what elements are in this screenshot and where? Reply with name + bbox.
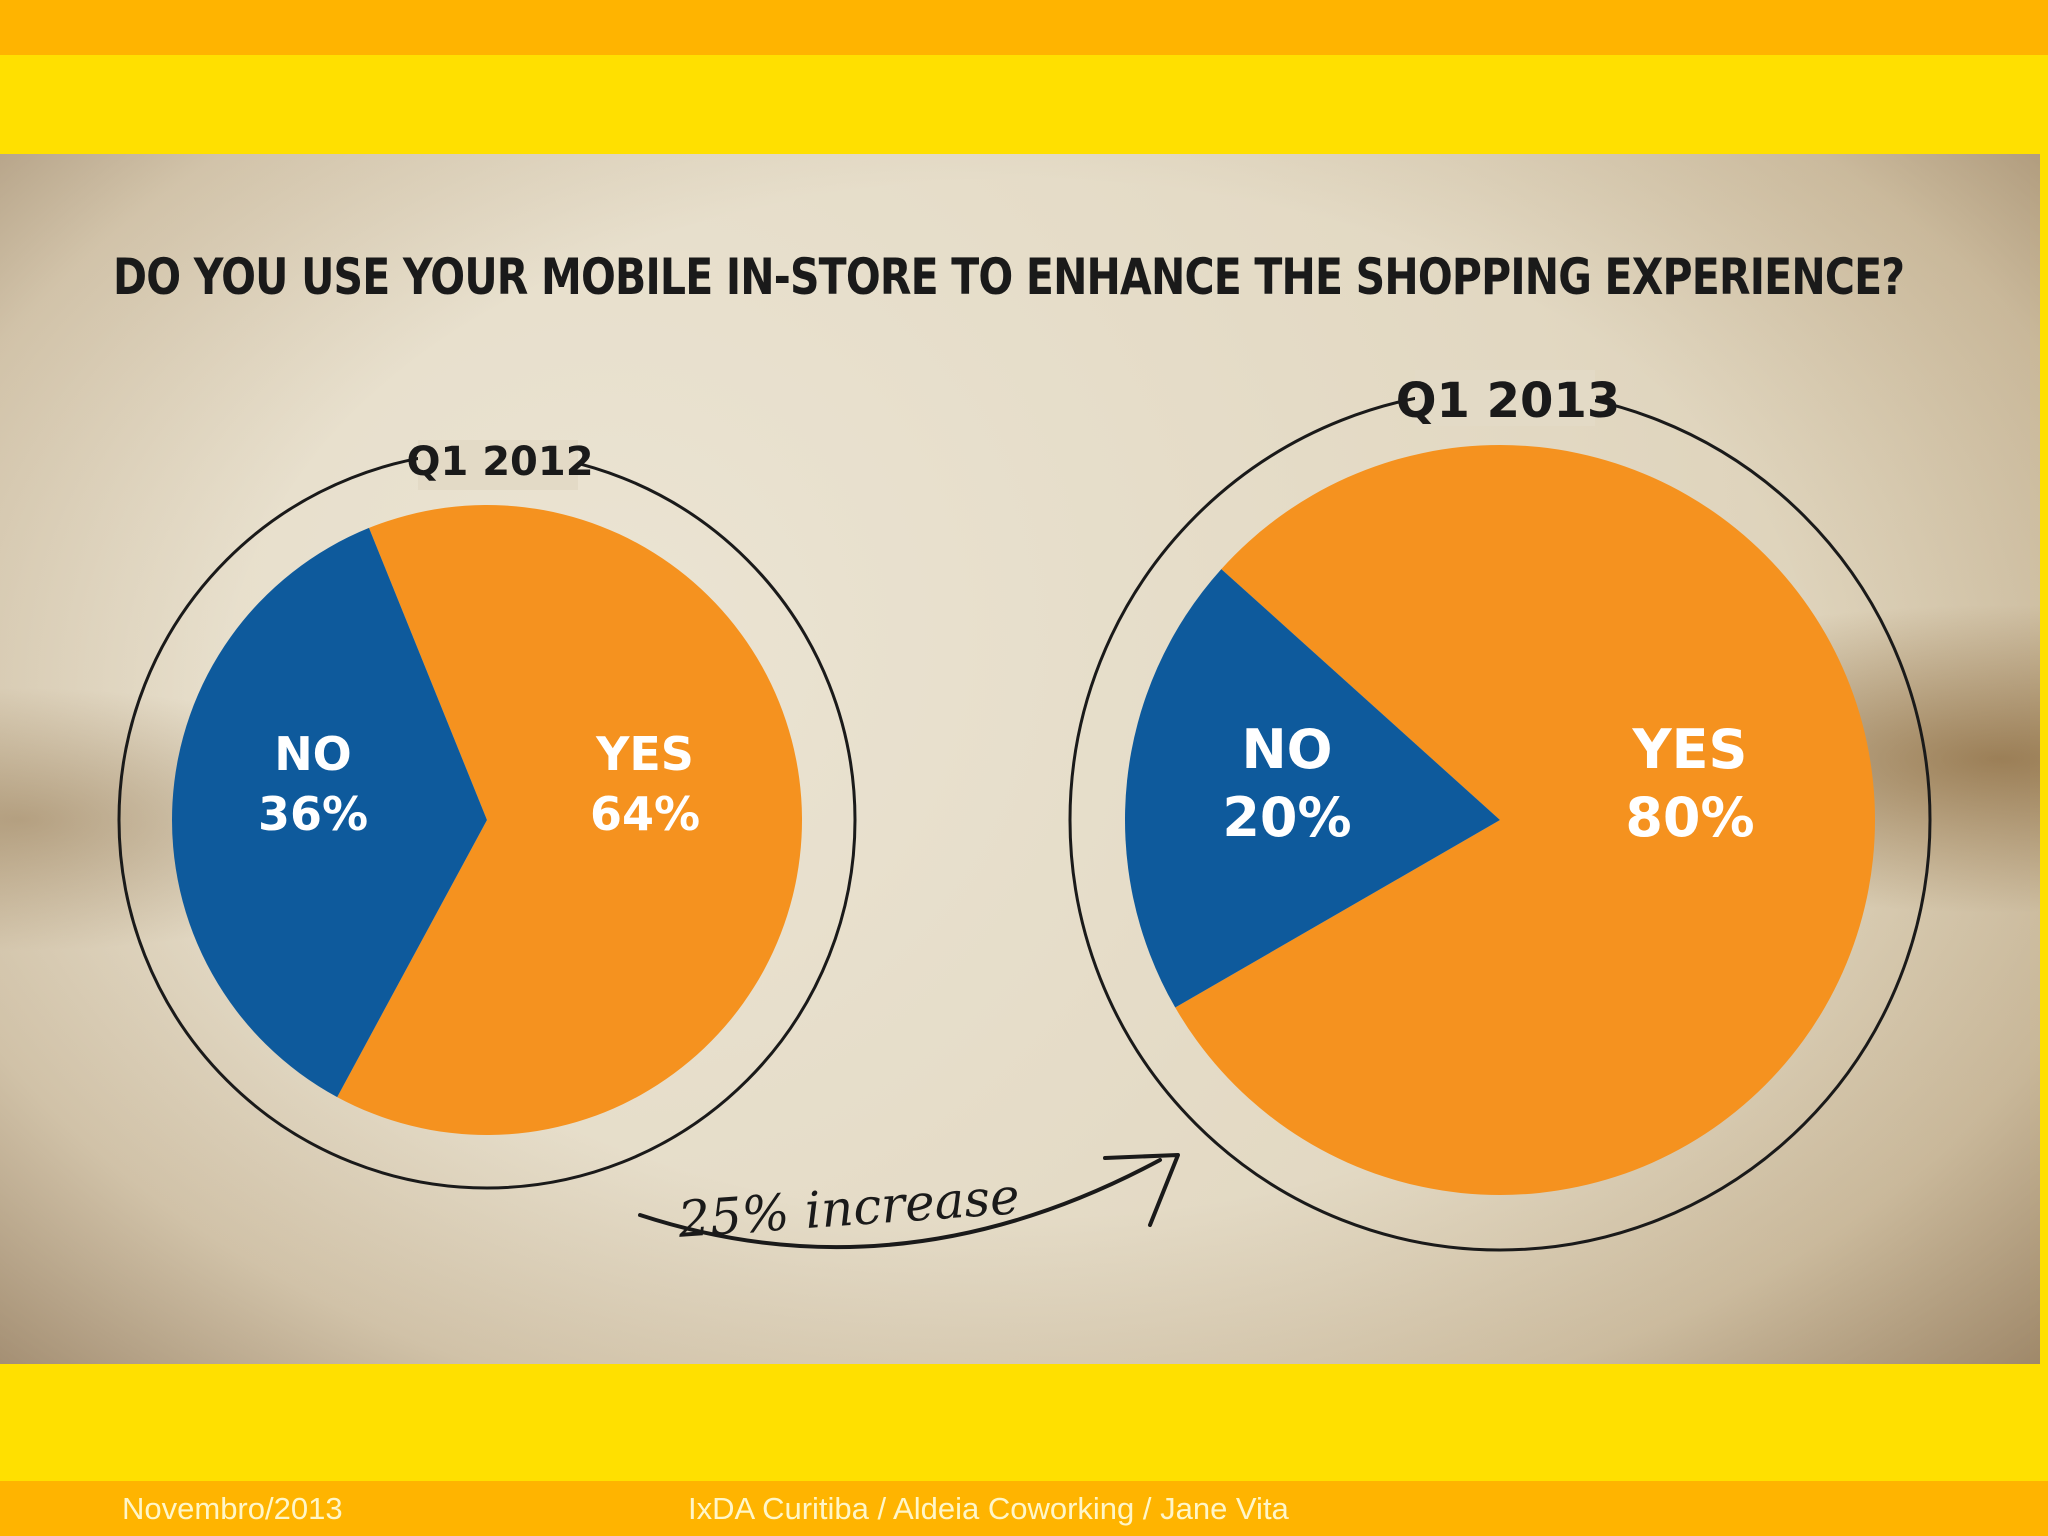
pie-slice-yes-q1-2012: [337, 505, 802, 1136]
slice-category-yes-2012: YES: [595, 727, 694, 781]
pie-slice-no-q1-2013: [1125, 569, 1500, 1008]
slice-value-no-2012: 36%: [258, 787, 368, 841]
increase-arrow: [638, 1158, 1162, 1250]
increase-annotation: 25% increase: [675, 1167, 1021, 1249]
top-yellow-band: [0, 55, 2048, 154]
footer-credits: IxDA Curitiba / Aldeia Coworking / Jane …: [688, 1491, 1289, 1526]
bottom-yellow-band: [0, 1364, 2048, 1481]
slice-category-no-2012: NO: [274, 727, 352, 781]
footer-band: [0, 1481, 2048, 1536]
pie-slice-no-q1-2012: [171, 527, 487, 1098]
slice-value-yes-2012: 64%: [590, 787, 700, 841]
period-gap-2013: [1415, 370, 1595, 426]
slice-value-yes-2013: 80%: [1625, 786, 1754, 849]
pie-slice-yes-q1-2013: [1175, 444, 1875, 1195]
increase-arrow-head: [1103, 1153, 1180, 1227]
slice-category-no-2013: NO: [1241, 718, 1332, 781]
footer-date: Novembro/2013: [122, 1491, 343, 1526]
slice-value-no-2013: 20%: [1222, 786, 1351, 849]
period-gap-2012: [418, 440, 578, 490]
period-label-2013: Q1 2013: [1396, 373, 1621, 429]
period-label-2012: Q1 2012: [406, 439, 593, 485]
slice-category-yes-2013: YES: [1632, 718, 1748, 781]
top-orange-band: [0, 0, 2048, 55]
pie-slices: [171, 444, 1875, 1195]
